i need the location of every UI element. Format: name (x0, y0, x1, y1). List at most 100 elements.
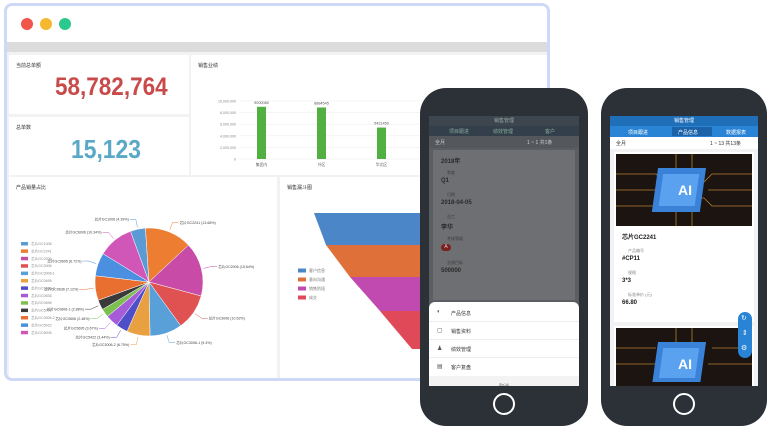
pie-slice-label: 芯片GC5422 (3.44%) (76, 335, 110, 340)
legend-label[interactable]: 芯片GC3006 (31, 263, 52, 268)
tab-product[interactable]: 产品信息 (678, 130, 699, 136)
sheet-item-performance[interactable]: ♟ 绩效管理 (429, 340, 579, 358)
field-value: 2018-04-05 (441, 200, 472, 206)
legend-label[interactable]: 芯片GC1006-2 (31, 285, 55, 290)
bar-value-label: 5421450 (374, 122, 389, 126)
leader-line (102, 232, 114, 239)
sheet-item-sales-info[interactable]: ▢ 销售资料 (429, 322, 579, 340)
kpi-label: 当前总单额 (16, 63, 42, 69)
bar[interactable] (377, 127, 386, 159)
y-tick-label: 10,000,000 (218, 100, 236, 104)
bar[interactable] (317, 107, 326, 159)
y-tick-label: 8,000,000 (220, 111, 236, 115)
tab-active-indicator (672, 127, 712, 136)
field-label: 考核等级 (447, 236, 463, 241)
refresh-icon[interactable]: ↻ (741, 315, 747, 322)
tab-customer[interactable]: 客户 (545, 129, 556, 135)
pie-slice[interactable] (102, 230, 150, 283)
minimize-window-button[interactable] (40, 18, 52, 30)
chip-image: AI (616, 328, 752, 386)
record-card[interactable]: 2018年 季度 Q1 日期 2018-04-05 员工 李华 考核等级 A 业… (433, 150, 575, 300)
gear-icon[interactable]: ⚙ (741, 345, 748, 352)
header-title: 销售管理 (673, 118, 694, 124)
tab-report[interactable]: 数据报表 (726, 130, 747, 136)
home-button[interactable] (673, 393, 695, 415)
leader-line (110, 330, 121, 338)
leader-line (130, 336, 139, 345)
field-value: 李华 (441, 225, 454, 231)
pie-chart-card: 产品销量占比 芯片GC1006 (4.39%) 芯片GC2241 (13.68%)… (9, 177, 277, 378)
legend-label[interactable]: 芯片GC0636 (31, 293, 52, 298)
legend-swatch (21, 286, 28, 290)
tab-project[interactable]: 项目跟进 (449, 129, 470, 135)
pie-slice-label: 芯片GC3006-2 (6.75%) (92, 342, 129, 347)
legend-label[interactable]: 芯片GC0696 (31, 300, 52, 305)
legend-label[interactable]: 芯片GC1006 (31, 241, 52, 246)
legend-label[interactable]: 销售阶段 (309, 285, 325, 291)
filter-select[interactable]: 全月 (616, 141, 627, 147)
kpi-card-total-amount: 当前总单额 58,782,764 (9, 55, 189, 114)
leader-line (194, 313, 208, 319)
legend-swatch (21, 293, 28, 298)
pie-chart-title: 产品销量占比 (16, 185, 47, 191)
legend-label[interactable]: 芯片GC5422 (31, 322, 52, 327)
leader-line (82, 260, 97, 264)
legend-swatch (298, 277, 306, 282)
kpi-label: 总单数 (16, 125, 32, 131)
x-tick-label: 集团内 (256, 162, 268, 167)
bar-value-label: 9000080 (254, 101, 269, 105)
legend-label[interactable]: 意向沟通 (309, 276, 325, 282)
x-tick-label: 华北区 (376, 162, 388, 167)
legend-label[interactable]: 芯片GC2006 (31, 256, 52, 261)
legend-label[interactable]: 芯片GC6006 (31, 330, 52, 335)
pie-slice-label: 芯片GC2241 (13.68%) (180, 220, 216, 225)
legend-label[interactable]: 芯片GC3006-1 (31, 271, 55, 276)
sheet-item-label: 客户复盘 (451, 365, 472, 371)
legend-swatch (298, 286, 306, 291)
product-card[interactable]: AI 芯片GC2241 产品编号 #CP11 规格 3*3 标准单价 (元) 6… (614, 152, 754, 322)
tab-performance[interactable]: 绩效管理 (493, 129, 514, 135)
home-button[interactable] (493, 393, 515, 415)
x-tick-label: 外区 (318, 162, 326, 167)
legend-label[interactable]: 成交 (309, 294, 317, 300)
bar-chart-title: 销售业绩 (198, 63, 219, 69)
close-window-button[interactable] (21, 18, 33, 30)
product-card-2[interactable]: AI (614, 326, 754, 386)
bar[interactable] (257, 106, 266, 159)
legend-swatch (21, 301, 28, 305)
field-label: 标准单价 (元) (628, 292, 652, 297)
legend-label[interactable]: 芯片GC5006 (31, 308, 52, 313)
pie-slice-label: 芯片GC0695 (6.72%) (47, 258, 81, 263)
sheet-cancel-button[interactable]: 取消 (429, 376, 579, 386)
pie-slice-label: 芯片GC5695 (3.67%) (64, 326, 98, 331)
legend-label[interactable]: 芯片GC0695 (31, 278, 52, 283)
product-spec: 3*3 (622, 278, 632, 284)
tab-project[interactable]: 项目跟进 (628, 130, 649, 136)
sheet-item-product[interactable]: ◐ 产品信息 (429, 304, 579, 322)
dashboard-window: 当前总单额 58,782,764 总单数 15,123 销售业绩 10,000,… (4, 3, 550, 381)
chip-text: AI (678, 182, 692, 198)
legend-label[interactable]: 客户信息 (309, 267, 325, 273)
bar-value-label: 8884545 (314, 101, 329, 105)
sort-icon[interactable]: ⇕ (742, 330, 748, 337)
record-year: 2018年 (441, 159, 461, 165)
leader-line (169, 222, 179, 231)
window-toolbar-strip (7, 42, 547, 52)
pager-text: 1 ~ 13 共13条 (710, 141, 741, 147)
legend-label[interactable]: 芯片GC2241 (31, 248, 52, 253)
legend-swatch (298, 295, 306, 300)
pie-slice[interactable] (148, 244, 204, 297)
maximize-window-button[interactable] (59, 18, 71, 30)
legend-label[interactable]: 芯片GC3006-2 (31, 315, 55, 320)
grade-badge: A (441, 244, 451, 251)
y-tick-label: 0 (234, 158, 236, 162)
filter-select[interactable]: 全月 (435, 140, 446, 146)
phone-right-tabbar: 项目跟进 产品信息 数据报表 (610, 126, 758, 137)
pie-slice-label: 芯片GC2006 (15.64%) (218, 264, 254, 269)
chip-text: AI (678, 356, 692, 372)
cancel-label: 取消 (499, 384, 509, 386)
sheet-item-review[interactable]: ▤ 客户复盘 (429, 358, 579, 375)
product-name: 芯片GC2241 (622, 235, 657, 241)
field-label: 规格 (628, 270, 636, 275)
legend-swatch (21, 308, 28, 313)
